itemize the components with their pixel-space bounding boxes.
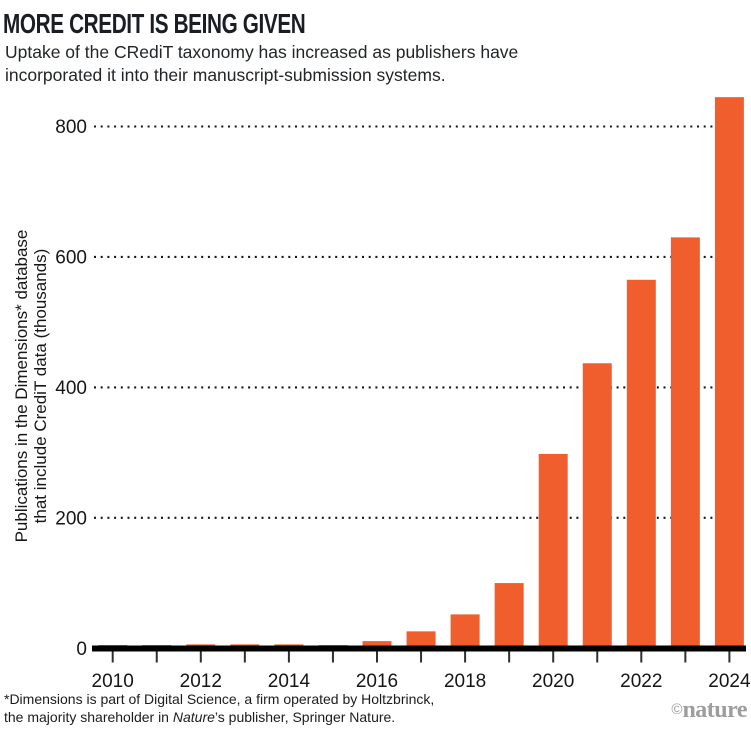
- bar-2018: [450, 614, 480, 652]
- copyright-symbol: ©: [671, 701, 683, 718]
- footnote-line1: *Dimensions is part of Digital Science, …: [4, 691, 435, 707]
- x-label-2010: 2010: [92, 671, 134, 692]
- footnote-line2-post: ’s publisher, Springer Nature.: [214, 709, 396, 725]
- y-label-800: 800: [55, 117, 87, 138]
- nature-logo: ©nature: [671, 697, 747, 724]
- y-label-200: 200: [55, 508, 87, 529]
- chart-title: MORE CREDIT IS BEING GIVEN: [3, 8, 306, 39]
- x-axis-line: [92, 645, 746, 652]
- footnote-nature-italic: Nature: [172, 709, 215, 725]
- x-label-2022: 2022: [620, 671, 662, 692]
- bar-2021: [582, 363, 612, 652]
- bar-2023: [670, 237, 700, 652]
- footnote-line2-pre: the majority shareholder in: [4, 709, 173, 725]
- y-axis-title-line1: Publications in the Dimensions* database: [12, 230, 31, 543]
- x-label-2024: 2024: [708, 671, 751, 692]
- bar-2022: [626, 279, 656, 652]
- bar-2019: [494, 583, 524, 652]
- chart-subtitle-line2: incorporated it into their manuscript-su…: [5, 64, 446, 85]
- x-label-2012: 2012: [180, 671, 222, 692]
- x-label-2016: 2016: [356, 671, 398, 692]
- footnote: *Dimensions is part of Digital Science, …: [4, 690, 434, 726]
- y-label-400: 400: [55, 378, 87, 399]
- x-label-2014: 2014: [268, 671, 311, 692]
- x-label-2018: 2018: [444, 671, 486, 692]
- y-axis-title-line2: that include CrediT data (thousands): [31, 249, 50, 524]
- x-label-2020: 2020: [532, 671, 574, 692]
- y-label-0: 0: [76, 639, 87, 660]
- nature-wordmark: nature: [682, 697, 747, 723]
- bar-2020: [538, 453, 568, 652]
- chart-subtitle-line1: Uptake of the CRediT taxonomy has increa…: [5, 42, 519, 62]
- bar-2024: [714, 97, 744, 652]
- y-label-600: 600: [55, 247, 87, 268]
- chart-subtitle: Uptake of the CRediT taxonomy has increa…: [5, 41, 518, 86]
